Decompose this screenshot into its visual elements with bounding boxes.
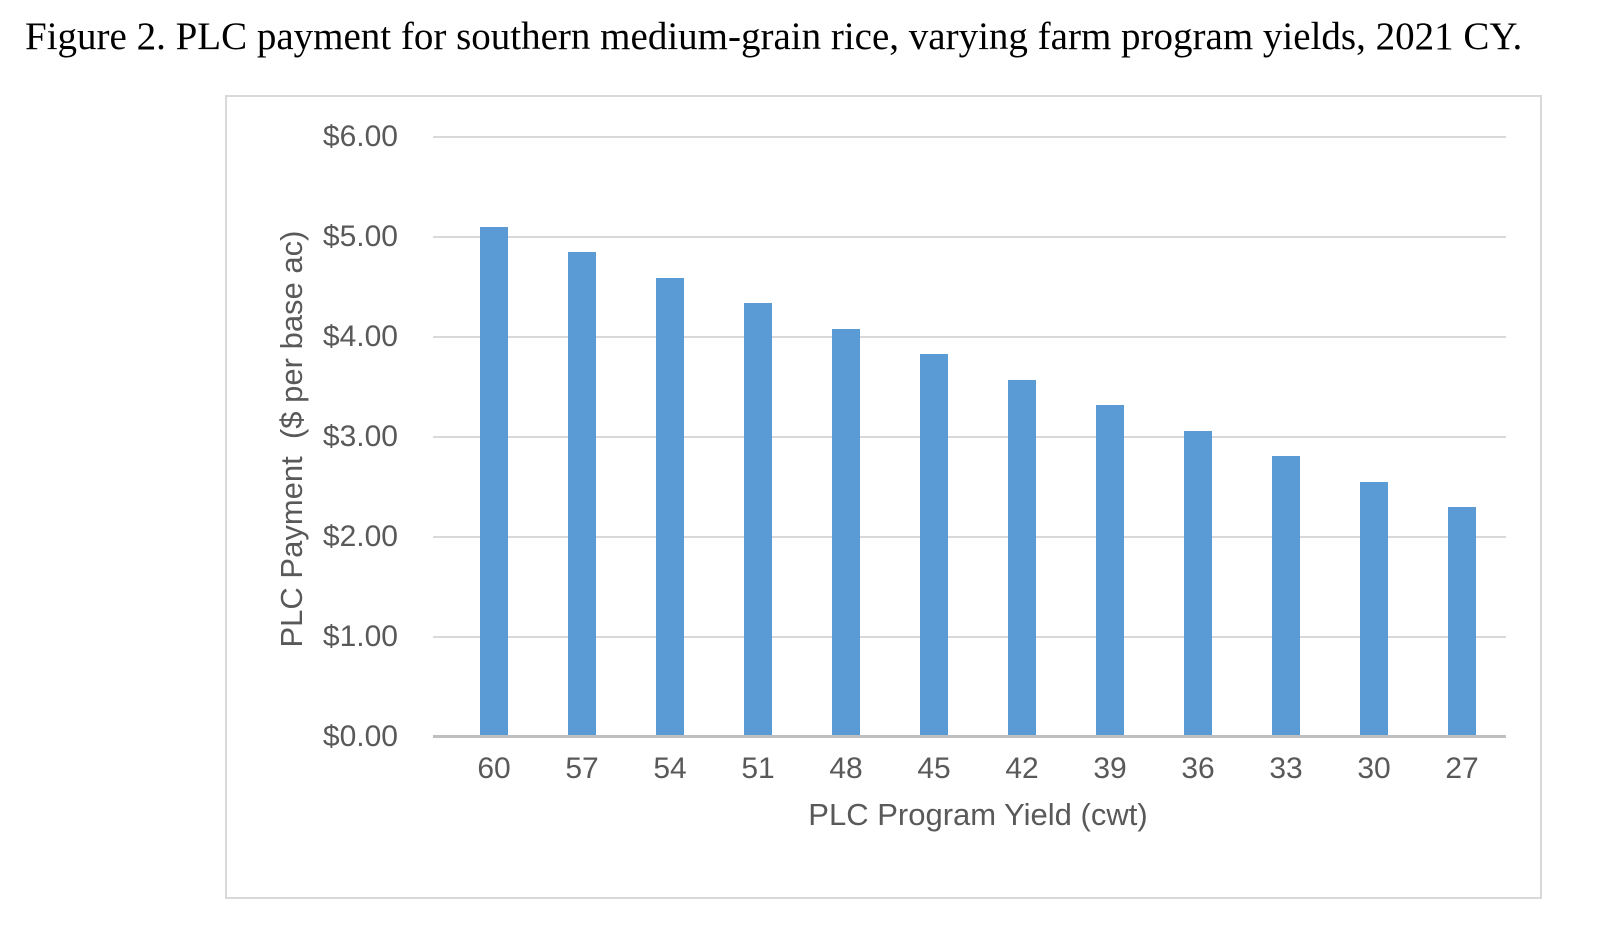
gridline xyxy=(450,136,1506,138)
y-tick-label: $2.00 xyxy=(322,520,398,553)
bar-yield-54 xyxy=(656,278,684,737)
gridline xyxy=(450,636,1506,638)
x-tick-label: 51 xyxy=(741,752,775,785)
x-tick-label: 42 xyxy=(1005,752,1039,785)
bar-yield-36 xyxy=(1184,431,1212,737)
bar-yield-60 xyxy=(480,227,508,737)
figure-caption: Figure 2. PLC payment for southern mediu… xyxy=(25,15,1523,58)
bar-yield-51 xyxy=(744,303,772,737)
y-tick-label: $3.00 xyxy=(322,420,398,453)
x-tick-label: 45 xyxy=(917,752,951,785)
y-tick-mark xyxy=(433,236,450,238)
x-tick-label: 30 xyxy=(1357,752,1391,785)
gridline xyxy=(450,436,1506,438)
y-axis-tick-labels: $6.00 $5.00 $4.00 $3.00 $2.00 $1.00 $0.00 xyxy=(227,120,398,753)
x-tick-label: 39 xyxy=(1093,752,1127,785)
x-tick-label: 36 xyxy=(1181,752,1215,785)
y-tick-label: $6.00 xyxy=(322,120,398,153)
bar-yield-30 xyxy=(1360,482,1388,737)
x-axis-line xyxy=(433,735,1506,738)
chart-frame: PLC Payment ($ per base ac) $6.00 $5.00 $4… xyxy=(225,95,1542,899)
y-tick-mark xyxy=(433,436,450,438)
y-tick-mark xyxy=(433,136,450,138)
bar-yield-39 xyxy=(1096,405,1124,737)
y-tick-label: $4.00 xyxy=(322,320,398,353)
x-axis-tick-labels: 60 57 54 51 48 45 42 39 36 33 30 27 xyxy=(450,750,1506,788)
bar-yield-33 xyxy=(1272,456,1300,737)
y-tick-mark xyxy=(433,536,450,538)
x-tick-label: 57 xyxy=(565,752,599,785)
x-tick-label: 33 xyxy=(1269,752,1303,785)
bar-yield-45 xyxy=(920,354,948,737)
y-tick-label: $1.00 xyxy=(322,620,398,653)
gridline xyxy=(450,236,1506,238)
y-tick-mark xyxy=(433,336,450,338)
x-axis-title: PLC Program Yield (cwt) xyxy=(808,797,1148,832)
y-tick-label: $5.00 xyxy=(322,220,398,253)
x-tick-label: 27 xyxy=(1445,752,1479,785)
x-tick-label: 48 xyxy=(829,752,863,785)
y-tick-mark xyxy=(433,636,450,638)
bar-yield-48 xyxy=(832,329,860,737)
y-tick-label: $0.00 xyxy=(322,720,398,753)
gridline xyxy=(450,336,1506,338)
bar-yield-42 xyxy=(1008,380,1036,737)
bar-yield-57 xyxy=(568,252,596,737)
bar-yield-27 xyxy=(1448,507,1476,737)
x-tick-label: 60 xyxy=(477,752,511,785)
gridline xyxy=(450,536,1506,538)
plot-area xyxy=(433,136,1506,738)
x-tick-label: 54 xyxy=(653,752,687,785)
